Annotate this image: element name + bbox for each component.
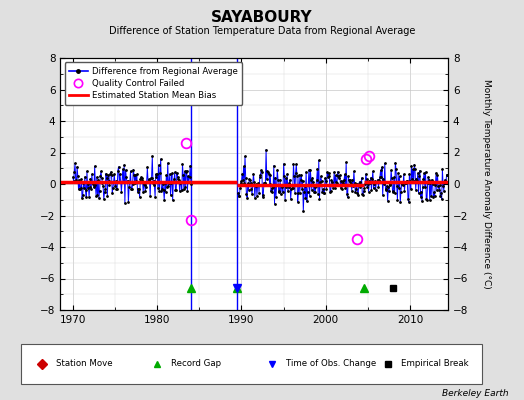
Text: Record Gap: Record Gap: [171, 360, 221, 368]
FancyBboxPatch shape: [21, 344, 482, 384]
Text: Empirical Break: Empirical Break: [401, 360, 469, 368]
Text: Berkeley Earth: Berkeley Earth: [442, 389, 508, 398]
Text: Time of Obs. Change: Time of Obs. Change: [286, 360, 376, 368]
Y-axis label: Monthly Temperature Anomaly Difference (°C): Monthly Temperature Anomaly Difference (…: [482, 79, 491, 289]
Text: Station Move: Station Move: [56, 360, 112, 368]
Legend: Difference from Regional Average, Quality Control Failed, Estimated Station Mean: Difference from Regional Average, Qualit…: [64, 62, 242, 105]
Text: Difference of Station Temperature Data from Regional Average: Difference of Station Temperature Data f…: [109, 26, 415, 36]
Text: SAYABOURY: SAYABOURY: [211, 10, 313, 25]
